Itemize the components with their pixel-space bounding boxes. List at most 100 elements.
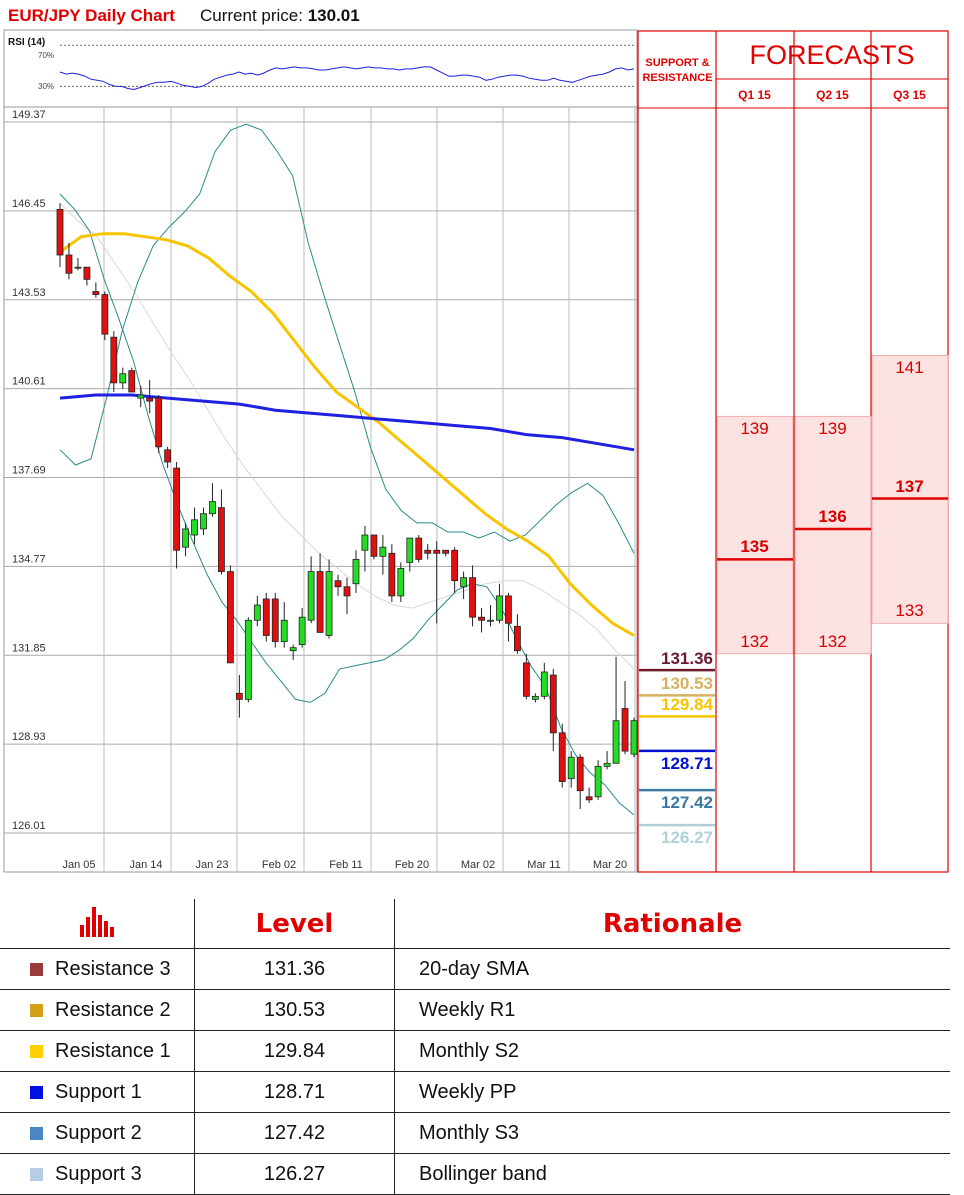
candle-body: [451, 549, 459, 582]
forecast-mid-value: 137: [895, 476, 924, 496]
forecast-range-box: [871, 355, 949, 624]
candle-body: [487, 619, 494, 622]
table-row: Resistance 1 129.84 Monthly S2: [0, 1030, 950, 1072]
forecast-panel: [637, 30, 949, 873]
rsi-panel: [59, 44, 635, 91]
current-price-value: 130.01: [307, 6, 360, 25]
y-tick-label: 126.01: [12, 820, 46, 832]
candle-body: [397, 568, 405, 597]
candle-body: [244, 619, 252, 700]
sr-level-value: 126.27: [661, 828, 713, 848]
quarter-label-q3: Q3 15: [893, 88, 926, 102]
table-row: Support 2 127.42 Monthly S3: [0, 1112, 950, 1154]
current-price-label: Current price:: [200, 6, 303, 25]
candle-body: [182, 528, 189, 548]
sr-header-line1: SUPPORT &: [645, 57, 710, 69]
level-rationale: Monthly S3: [394, 1112, 950, 1154]
candle-body: [56, 208, 64, 256]
bar-chart-icon: [80, 907, 114, 937]
candle-body: [253, 604, 261, 621]
level-name: Support 3: [55, 1162, 142, 1185]
candle-body: [74, 266, 82, 269]
candle-body: [567, 756, 575, 779]
sr-panel-header: SUPPORT & RESISTANCE: [640, 56, 715, 86]
candle-body: [576, 756, 584, 792]
y-tick-label: 149.37: [12, 109, 46, 121]
level-value: 129.84: [194, 1030, 395, 1072]
candle-body: [271, 598, 279, 642]
bollinger-upper-line: [59, 123, 635, 554]
candle-body: [110, 336, 118, 384]
candle-body: [325, 571, 333, 636]
y-tick-label: 137.69: [12, 465, 46, 477]
candle-body: [83, 266, 91, 280]
candle-body: [289, 647, 297, 652]
candle-body: [209, 501, 216, 515]
sr-level-value: 129.84: [661, 695, 713, 715]
level-rationale: Weekly PP: [394, 1071, 950, 1113]
level-swatch: [30, 1167, 43, 1181]
candle-body: [388, 552, 396, 597]
candle-body: [316, 571, 324, 633]
candle-body: [585, 796, 593, 801]
candle-body: [505, 595, 512, 624]
level-name: Resistance 2: [55, 998, 171, 1021]
candle-body: [540, 671, 548, 697]
main-chart-frame: [3, 29, 638, 873]
table-row: Resistance 2 130.53 Weekly R1: [0, 989, 950, 1031]
sr-level-value: 127.42: [661, 793, 713, 813]
forecast-high-value: 141: [895, 358, 924, 378]
level-name-cell: Support 2: [0, 1112, 195, 1154]
level-rationale: Weekly R1: [394, 989, 950, 1031]
y-tick-label: 140.61: [12, 376, 46, 388]
candle-body: [343, 586, 351, 597]
candle-body: [119, 373, 127, 384]
rsi-lower-label: 30%: [38, 82, 55, 91]
x-tick-label: Mar 20: [593, 859, 627, 871]
quarter-label-q1: Q1 15: [738, 88, 771, 102]
candle-body: [531, 695, 539, 700]
candle-body: [235, 692, 243, 700]
level-name-cell: Support 1: [0, 1071, 195, 1113]
candle-body: [101, 294, 109, 335]
y-tick-label: 128.93: [12, 731, 46, 743]
level-value: 126.27: [194, 1153, 395, 1195]
candle-body: [433, 549, 441, 554]
candle-body: [594, 765, 602, 798]
candle-body: [361, 534, 369, 551]
levels-table: Level Rationale Resistance 3 131.36 20-day…: [0, 899, 950, 1195]
forecast-range-box: [716, 415, 794, 655]
sma-blue-line: [59, 393, 635, 452]
sr-level-value: 131.36: [661, 649, 713, 669]
forecast-low-value: 132: [740, 631, 769, 651]
candle-body: [478, 616, 485, 621]
quarter-label-q2: Q2 15: [816, 88, 849, 102]
table-row: Support 1 128.71 Weekly PP: [0, 1071, 950, 1113]
candle-body: [514, 625, 521, 652]
candle-body: [164, 449, 172, 463]
level-swatch: [30, 1085, 43, 1099]
candle-body: [65, 254, 73, 274]
level-swatch: [30, 1003, 43, 1017]
chart-icon-cell: [0, 899, 195, 949]
candle-body: [549, 674, 557, 734]
level-name: Resistance 3: [55, 957, 171, 980]
y-tick-label: 131.85: [12, 642, 46, 654]
level-value: 127.42: [194, 1112, 395, 1154]
candle-body: [406, 537, 414, 563]
x-tick-label: Jan 14: [129, 859, 162, 871]
candle-body: [424, 549, 432, 554]
y-tick-label: 146.45: [12, 198, 46, 210]
candles: [56, 203, 638, 809]
current-price: Current price: 130.01: [200, 6, 360, 26]
candle-body: [612, 720, 620, 764]
candle-body: [558, 732, 566, 782]
x-tick-label: Mar 11: [527, 859, 560, 871]
candle-body: [352, 558, 360, 585]
candle-body: [630, 720, 638, 755]
sr-level-value: 128.71: [661, 753, 713, 773]
sr-header-line2: RESISTANCE: [642, 72, 713, 84]
candle-body: [155, 397, 163, 448]
level-swatch: [30, 1044, 43, 1058]
forecast-mid-value: 136: [818, 506, 847, 526]
